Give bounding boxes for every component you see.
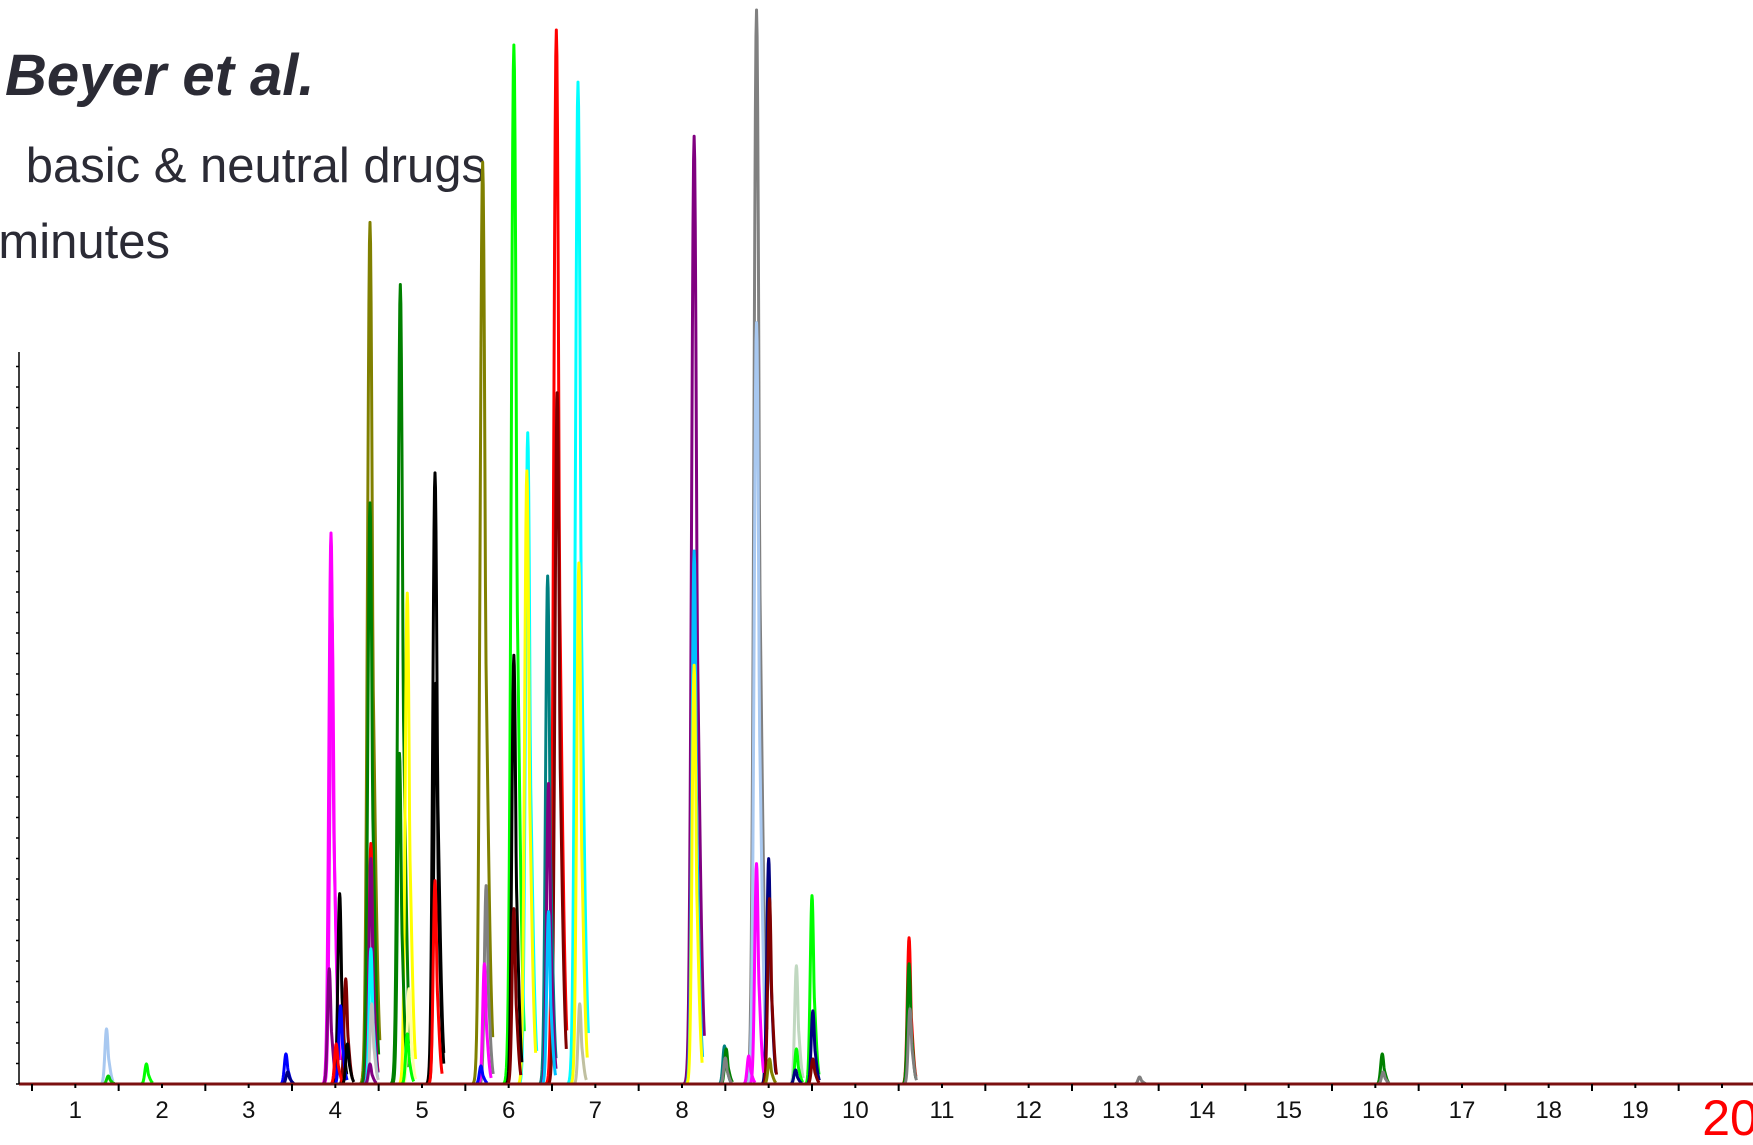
peak-trace xyxy=(572,1002,588,1086)
peak-trace xyxy=(547,391,568,1086)
peak-trace xyxy=(540,910,557,1086)
chart-subtitle-line2: minutes xyxy=(0,214,170,280)
x-tick-label: 7 xyxy=(589,1097,602,1124)
x-tick-label: 6 xyxy=(502,1097,515,1124)
peak-traces xyxy=(98,8,1391,1086)
x-tick-label: 17 xyxy=(1449,1097,1476,1124)
peak-trace xyxy=(360,501,381,1086)
peak-trace xyxy=(471,160,495,1085)
x-tick-label: 8 xyxy=(675,1097,688,1124)
peak-trace xyxy=(476,962,493,1086)
x-tick-label: 14 xyxy=(1189,1097,1216,1124)
peak-trace xyxy=(566,80,590,1085)
x-tick-label: 1 xyxy=(69,1097,82,1124)
chart-axes xyxy=(16,352,1753,1086)
peak-trace xyxy=(138,1062,154,1086)
peak-trace xyxy=(685,663,704,1086)
x-axis-ticks: 1 2 3 4 5 6 7 8 9 10 11 12 13 14 15 16 17 18 19 20 xyxy=(31,1084,1753,1145)
peak-trace xyxy=(426,879,444,1086)
x-tick-label: 20 xyxy=(1702,1090,1753,1145)
peak-trace xyxy=(683,134,706,1085)
x-tick-label: 9 xyxy=(762,1097,775,1124)
subtitle-text-1: basic & neutral drugs xyxy=(25,139,486,193)
chart-title: Beyer et al. xyxy=(5,43,315,108)
subtitle-text-2: minutes xyxy=(0,215,170,269)
peak-trace xyxy=(505,907,523,1086)
peak-trace xyxy=(803,894,821,1086)
x-tick-label: 18 xyxy=(1535,1097,1562,1124)
x-tick-label: 15 xyxy=(1275,1097,1302,1124)
x-tick-label: 13 xyxy=(1102,1097,1129,1124)
peak-trace xyxy=(761,897,779,1086)
x-tick-label: 4 xyxy=(329,1097,342,1124)
peak-trace xyxy=(788,964,805,1086)
x-tick-label: 11 xyxy=(930,1097,955,1124)
peak-trace xyxy=(569,561,589,1086)
x-tick-label: 3 xyxy=(242,1097,255,1124)
peak-trace xyxy=(902,1007,918,1086)
x-tick-label: 2 xyxy=(155,1097,168,1124)
peak-trace xyxy=(502,43,526,1085)
peak-trace xyxy=(390,751,409,1086)
peak-trace xyxy=(98,1027,115,1086)
peak-trace xyxy=(397,591,418,1086)
x-tick-label: 5 xyxy=(415,1097,428,1124)
x-tick-label: 19 xyxy=(1622,1097,1649,1124)
x-tick-label: 16 xyxy=(1362,1097,1389,1124)
x-tick-label: 10 xyxy=(842,1097,869,1124)
x-tick-label: 12 xyxy=(1015,1097,1042,1124)
chart-subtitle-line1: basic & neutral drugs xyxy=(0,138,486,204)
